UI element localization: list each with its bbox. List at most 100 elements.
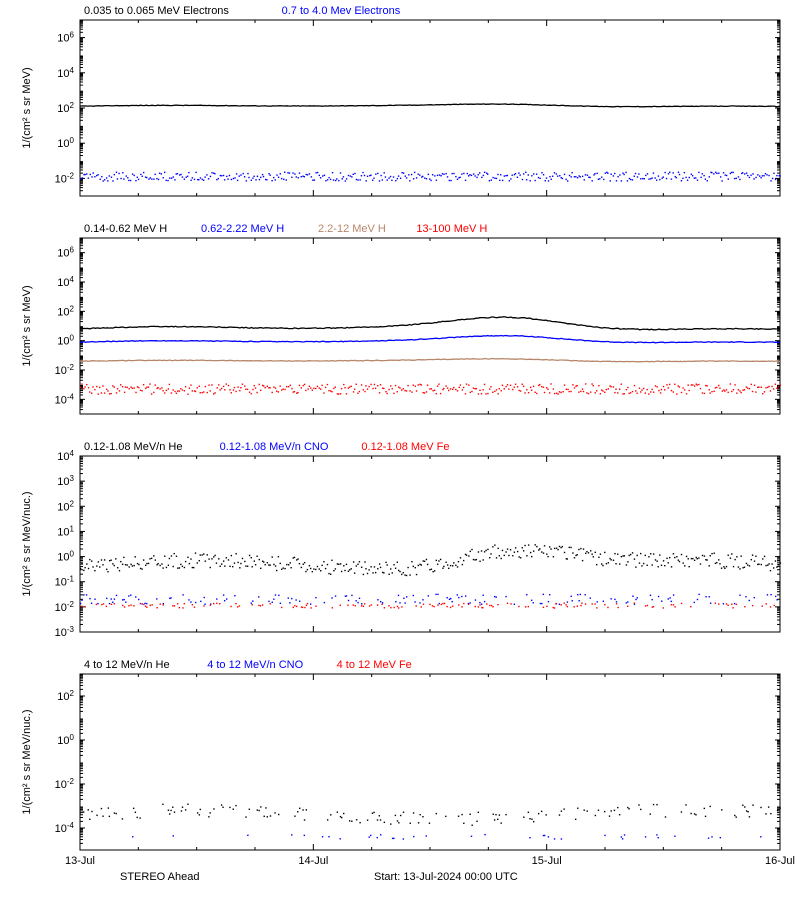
data-point xyxy=(656,804,657,805)
data-point xyxy=(443,174,444,175)
data-point xyxy=(730,557,731,558)
data-point xyxy=(704,393,705,394)
data-point xyxy=(642,178,643,179)
data-point xyxy=(97,603,98,604)
data-point xyxy=(740,392,741,393)
data-point xyxy=(128,180,129,181)
data-point xyxy=(773,173,774,174)
data-point xyxy=(634,176,635,177)
data-point xyxy=(735,816,736,817)
data-point xyxy=(141,603,142,604)
data-point xyxy=(721,568,722,569)
data-point xyxy=(245,389,246,390)
data-point xyxy=(190,180,191,181)
data-point xyxy=(688,558,689,559)
data-point xyxy=(182,566,183,567)
data-point xyxy=(208,384,209,385)
data-point xyxy=(184,603,185,604)
data-point xyxy=(115,558,116,559)
data-point xyxy=(377,173,378,174)
data-point xyxy=(471,391,472,392)
data-point xyxy=(497,174,498,175)
data-point xyxy=(89,819,90,820)
data-point xyxy=(704,808,705,809)
data-point xyxy=(173,835,174,836)
data-point xyxy=(541,551,542,552)
data-point xyxy=(709,565,710,566)
data-point xyxy=(572,600,573,601)
data-point xyxy=(375,572,376,573)
data-point xyxy=(290,567,291,568)
data-point xyxy=(407,567,408,568)
data-point xyxy=(698,594,699,595)
data-point xyxy=(392,572,393,573)
data-point xyxy=(599,178,600,179)
data-point xyxy=(557,393,558,394)
data-point xyxy=(587,174,588,175)
data-point xyxy=(711,172,712,173)
data-point xyxy=(146,386,147,387)
data-point xyxy=(332,607,333,608)
data-point xyxy=(160,603,161,604)
data-point xyxy=(145,388,146,389)
data-point xyxy=(518,172,519,173)
data-point xyxy=(476,388,477,389)
data-point xyxy=(650,553,651,554)
data-point xyxy=(482,389,483,390)
data-point xyxy=(686,556,687,557)
data-point xyxy=(293,557,294,558)
data-point xyxy=(736,178,737,179)
data-point xyxy=(640,178,641,179)
legend-entry: 2.2-12 MeV H xyxy=(318,223,386,235)
data-point xyxy=(413,595,414,596)
data-point xyxy=(716,387,717,388)
data-point xyxy=(413,384,414,385)
data-point xyxy=(296,606,297,607)
data-point xyxy=(759,175,760,176)
data-point xyxy=(166,567,167,568)
data-point xyxy=(156,598,157,599)
data-point xyxy=(438,383,439,384)
data-point xyxy=(176,173,177,174)
data-point xyxy=(401,574,402,575)
data-point xyxy=(650,813,651,814)
data-point xyxy=(721,809,722,810)
data-point xyxy=(522,384,523,385)
data-point xyxy=(684,172,685,173)
data-point xyxy=(368,569,369,570)
data-point xyxy=(481,177,482,178)
data-point xyxy=(732,172,733,173)
data-point xyxy=(306,174,307,175)
data-point xyxy=(260,390,261,391)
data-point xyxy=(655,385,656,386)
data-point xyxy=(390,568,391,569)
data-point xyxy=(356,565,357,566)
data-point xyxy=(536,546,537,547)
data-point xyxy=(268,564,269,565)
data-point xyxy=(397,178,398,179)
data-point xyxy=(635,390,636,391)
data-point xyxy=(82,177,83,178)
data-point xyxy=(546,387,547,388)
data-point xyxy=(484,384,485,385)
data-point xyxy=(350,175,351,176)
data-point xyxy=(89,559,90,560)
data-point xyxy=(607,607,608,608)
data-point xyxy=(572,384,573,385)
data-point xyxy=(504,175,505,176)
data-point xyxy=(259,559,260,560)
data-point xyxy=(419,384,420,385)
data-point xyxy=(554,838,555,839)
data-point xyxy=(297,558,298,559)
data-point xyxy=(137,177,138,178)
data-point xyxy=(706,385,707,386)
data-point xyxy=(340,172,341,173)
data-point xyxy=(367,388,368,389)
data-point xyxy=(307,569,308,570)
data-point xyxy=(256,392,257,393)
data-point xyxy=(770,570,771,571)
data-point xyxy=(310,607,311,608)
data-point xyxy=(207,392,208,393)
data-point xyxy=(392,838,393,839)
data-point xyxy=(393,838,394,839)
